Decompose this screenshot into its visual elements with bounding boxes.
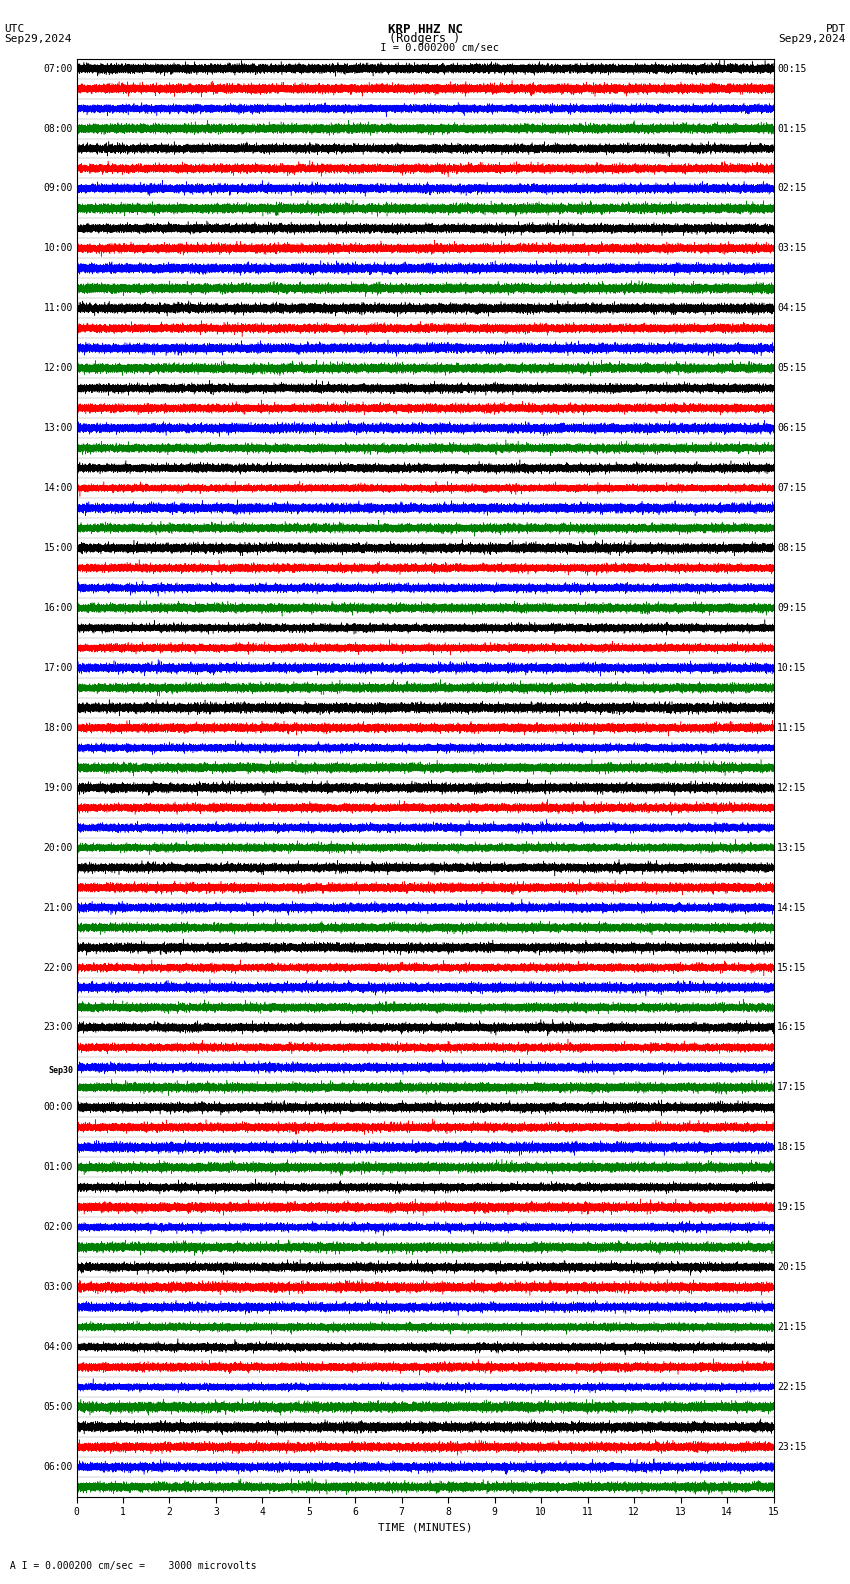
- Text: 17:00: 17:00: [43, 662, 73, 673]
- Text: 06:15: 06:15: [777, 423, 807, 432]
- Text: 00:00: 00:00: [43, 1102, 73, 1112]
- Text: I = 0.000200 cm/sec: I = 0.000200 cm/sec: [374, 43, 499, 52]
- Text: 13:00: 13:00: [43, 423, 73, 432]
- Text: 18:00: 18:00: [43, 722, 73, 733]
- Text: 01:15: 01:15: [777, 124, 807, 133]
- Text: 13:15: 13:15: [777, 843, 807, 852]
- Text: 19:15: 19:15: [777, 1202, 807, 1212]
- Text: 09:15: 09:15: [777, 604, 807, 613]
- Text: 15:00: 15:00: [43, 543, 73, 553]
- Text: 22:15: 22:15: [777, 1381, 807, 1392]
- Text: 10:00: 10:00: [43, 244, 73, 253]
- Text: 15:15: 15:15: [777, 963, 807, 973]
- Text: 04:00: 04:00: [43, 1342, 73, 1353]
- Text: 21:15: 21:15: [777, 1323, 807, 1332]
- Text: 22:00: 22:00: [43, 963, 73, 973]
- Text: 10:15: 10:15: [777, 662, 807, 673]
- Text: 12:00: 12:00: [43, 363, 73, 374]
- Text: 05:15: 05:15: [777, 363, 807, 374]
- Text: 12:15: 12:15: [777, 782, 807, 792]
- Text: 04:15: 04:15: [777, 303, 807, 314]
- Text: 07:15: 07:15: [777, 483, 807, 493]
- Text: PDT: PDT: [825, 24, 846, 33]
- Text: 03:15: 03:15: [777, 244, 807, 253]
- Text: KRP HHZ NC: KRP HHZ NC: [388, 22, 462, 35]
- Text: 14:15: 14:15: [777, 903, 807, 912]
- Text: 11:00: 11:00: [43, 303, 73, 314]
- Text: 23:00: 23:00: [43, 1022, 73, 1033]
- Text: 07:00: 07:00: [43, 63, 73, 73]
- Text: 09:00: 09:00: [43, 184, 73, 193]
- X-axis label: TIME (MINUTES): TIME (MINUTES): [377, 1522, 473, 1533]
- Text: 05:00: 05:00: [43, 1402, 73, 1411]
- Text: 20:15: 20:15: [777, 1262, 807, 1272]
- Text: 02:15: 02:15: [777, 184, 807, 193]
- Text: UTC: UTC: [4, 24, 25, 33]
- Text: 11:15: 11:15: [777, 722, 807, 733]
- Text: 19:00: 19:00: [43, 782, 73, 792]
- Text: Sep29,2024: Sep29,2024: [779, 33, 846, 43]
- Text: 00:15: 00:15: [777, 63, 807, 73]
- Text: 08:15: 08:15: [777, 543, 807, 553]
- Text: A I = 0.000200 cm/sec =    3000 microvolts: A I = 0.000200 cm/sec = 3000 microvolts: [4, 1562, 257, 1571]
- Text: 16:15: 16:15: [777, 1022, 807, 1033]
- Text: 02:00: 02:00: [43, 1223, 73, 1232]
- Text: 18:15: 18:15: [777, 1142, 807, 1152]
- Text: 06:00: 06:00: [43, 1462, 73, 1472]
- Text: (Rodgers ): (Rodgers ): [389, 32, 461, 44]
- Text: Sep29,2024: Sep29,2024: [4, 33, 71, 43]
- Text: Sep30: Sep30: [48, 1066, 73, 1074]
- Text: 14:00: 14:00: [43, 483, 73, 493]
- Text: 16:00: 16:00: [43, 604, 73, 613]
- Text: 17:15: 17:15: [777, 1082, 807, 1093]
- Text: 21:00: 21:00: [43, 903, 73, 912]
- Text: 23:15: 23:15: [777, 1441, 807, 1453]
- Text: 01:00: 01:00: [43, 1163, 73, 1172]
- Text: 20:00: 20:00: [43, 843, 73, 852]
- Text: 08:00: 08:00: [43, 124, 73, 133]
- Text: 03:00: 03:00: [43, 1281, 73, 1293]
